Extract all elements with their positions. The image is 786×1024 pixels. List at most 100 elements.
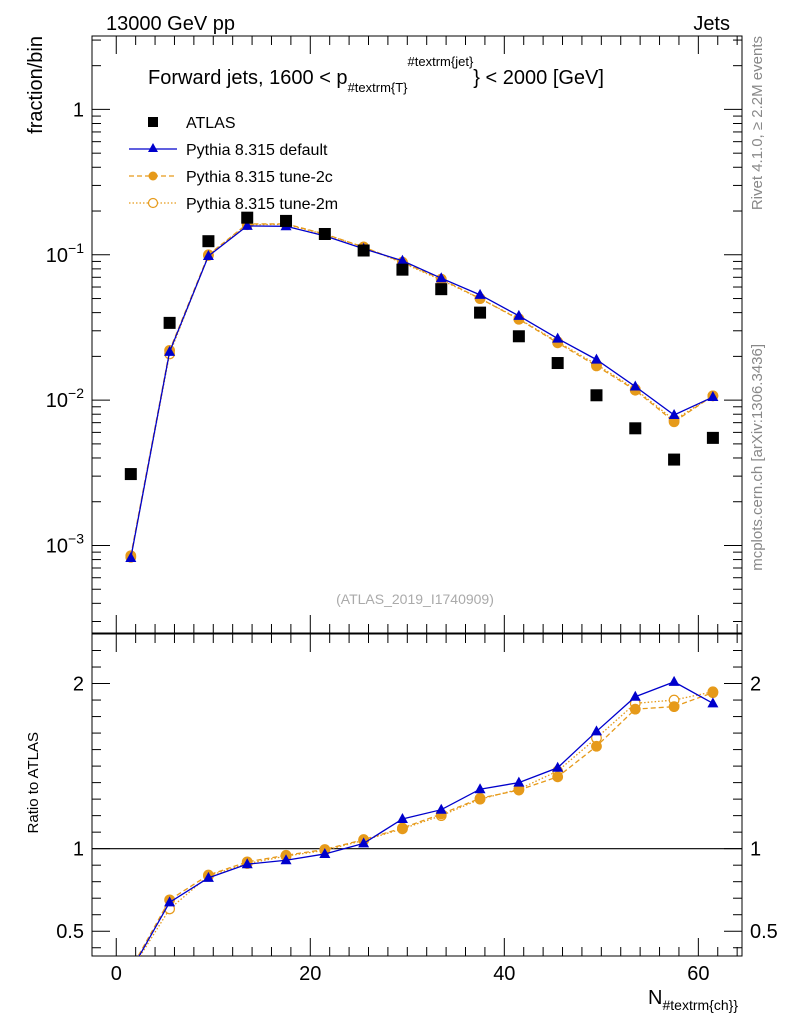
main-point-atlas xyxy=(241,211,254,224)
x-tick-label: 0 xyxy=(111,963,122,985)
plot-title-pre: Forward jets, 1600 < p xyxy=(148,67,348,89)
main-point-default xyxy=(125,552,137,563)
x-axis-label: N#textrm{ch}} xyxy=(648,987,738,1013)
main-point-atlas xyxy=(512,330,525,343)
main-y-tick-label-base: 10 xyxy=(46,245,68,267)
ratio-point-default xyxy=(474,783,486,794)
main-y-tick-label-base: 10 xyxy=(46,535,68,557)
ratio-point-tune-2c xyxy=(474,792,486,804)
legend-label-default: Pythia 8.315 default xyxy=(186,142,328,159)
ratio-point-tune-2c xyxy=(513,784,525,796)
ratio-line-default xyxy=(138,681,714,956)
main-point-atlas xyxy=(396,263,409,276)
ratio-y-tick-label-right: 2 xyxy=(750,674,761,696)
main-series-layer xyxy=(124,211,719,563)
ratio-point-default xyxy=(358,837,370,848)
ratio-point-tune-2c xyxy=(629,703,641,715)
analysis-watermark: (ATLAS_2019_I1740909) xyxy=(336,591,494,607)
x-tick-label: 20 xyxy=(299,963,321,985)
plot-title-sup: #textrm{jet} xyxy=(408,54,474,69)
x-tick-label: 40 xyxy=(493,963,515,985)
ratio-point-tune-2c xyxy=(707,687,719,699)
main-y-tick-label-exp: −3 xyxy=(68,530,84,546)
plot-title: Forward jets, 1600 < p#textrm{T} #textrm{… xyxy=(148,54,604,95)
ratio-series-layer xyxy=(137,675,719,956)
main-line-default xyxy=(130,225,714,559)
ratio-y-tick-label: 1 xyxy=(73,839,84,861)
ratio-point-tune-2c xyxy=(591,740,602,752)
legend-label-atlas: ATLAS xyxy=(186,115,236,132)
ratio-axis-ticks xyxy=(92,634,742,956)
main-point-default xyxy=(629,380,641,391)
main-point-atlas xyxy=(706,431,719,444)
ratio-point-default xyxy=(280,854,292,865)
x-axis-label-main: N xyxy=(648,987,662,1009)
ratio-point-tune-2c xyxy=(397,822,408,834)
rivet-label: Rivet 4.1.0, ≥ 2.2M events xyxy=(749,36,766,210)
plot-title-sub: #textrm{T} xyxy=(348,80,409,95)
ratio-y-axis-label: Ratio to ATLAS xyxy=(25,732,42,833)
main-point-atlas xyxy=(590,389,603,402)
ratio-y-tick-label-right: 1 xyxy=(750,839,761,861)
main-y-tick-label-base: 10 xyxy=(46,390,68,412)
main-y-tick-label-exp: −1 xyxy=(68,240,84,256)
ratio-point-default xyxy=(590,725,602,736)
ratio-line-tune-2c xyxy=(137,692,714,956)
main-point-default xyxy=(552,332,564,343)
main-y-tick-labels: 110−110−210−3 xyxy=(46,99,84,557)
main-axis-ticks xyxy=(92,36,742,633)
ratio-point-default xyxy=(164,896,176,907)
main-point-atlas xyxy=(435,283,448,296)
ratio-point-default xyxy=(241,858,253,869)
main-point-atlas xyxy=(318,227,331,240)
main-y-tick-label: 10−3 xyxy=(46,530,84,557)
legend-label-tune2c: Pythia 8.315 tune-2c xyxy=(186,169,333,186)
ratio-point-default xyxy=(668,675,680,686)
header-jets-label: Jets xyxy=(693,13,730,35)
main-point-atlas xyxy=(163,316,176,329)
ratio-y-tick-label: 2 xyxy=(73,674,84,696)
ratio-point-default xyxy=(202,871,214,882)
ratio-point-tune-2c xyxy=(552,771,564,783)
ratio-point-default xyxy=(513,776,525,787)
x-axis-label-sub: #textrm{ch}} xyxy=(663,997,739,1013)
main-y-tick-label: 1 xyxy=(73,99,84,121)
main-point-default xyxy=(202,250,214,261)
main-point-atlas xyxy=(280,214,293,227)
ratio-point-default xyxy=(435,803,447,814)
main-y-tick-label-exp: −2 xyxy=(68,385,84,401)
main-point-default xyxy=(513,309,525,320)
ratio-point-default xyxy=(629,690,641,701)
header-energy-label: 13000 GeV pp xyxy=(106,13,235,35)
ratio-y-tick-label: 0.5 xyxy=(56,921,84,943)
ratio-panel-frame xyxy=(91,633,743,957)
main-point-atlas xyxy=(668,453,681,466)
main-point-default xyxy=(474,288,486,299)
main-line-tune-2m xyxy=(130,223,714,558)
main-point-default xyxy=(590,353,602,364)
main-point-atlas xyxy=(357,244,370,257)
main-point-atlas xyxy=(551,357,564,370)
x-tick-label: 60 xyxy=(687,963,709,985)
ratio-x-tick-labels: 0 20 40 60 xyxy=(111,963,710,985)
ratio-point-default xyxy=(707,697,719,708)
main-y-axis-label: fraction/bin xyxy=(25,36,47,134)
legend-marker-atlas xyxy=(148,117,158,127)
ratio-series-group xyxy=(137,675,719,956)
main-point-atlas xyxy=(629,422,642,435)
ratio-point-default xyxy=(319,847,331,858)
main-point-default xyxy=(241,219,253,230)
main-line-tune-2c xyxy=(130,223,714,556)
main-point-default xyxy=(435,272,447,283)
legend-marker-default xyxy=(148,143,158,152)
main-point-atlas xyxy=(474,306,487,319)
legend-marker-tune2m xyxy=(147,197,159,209)
main-point-default xyxy=(164,345,176,356)
legend: ATLAS Pythia 8.315 default Pythia 8.315 … xyxy=(129,115,338,213)
ratio-y-tick-label-right: 0.5 xyxy=(750,921,778,943)
main-point-atlas xyxy=(124,468,137,481)
main-y-tick-label: 10−2 xyxy=(46,385,84,412)
ratio-point-tune-2c xyxy=(668,701,680,713)
plot-title-post: } < 2000 [GeV] xyxy=(473,67,604,89)
